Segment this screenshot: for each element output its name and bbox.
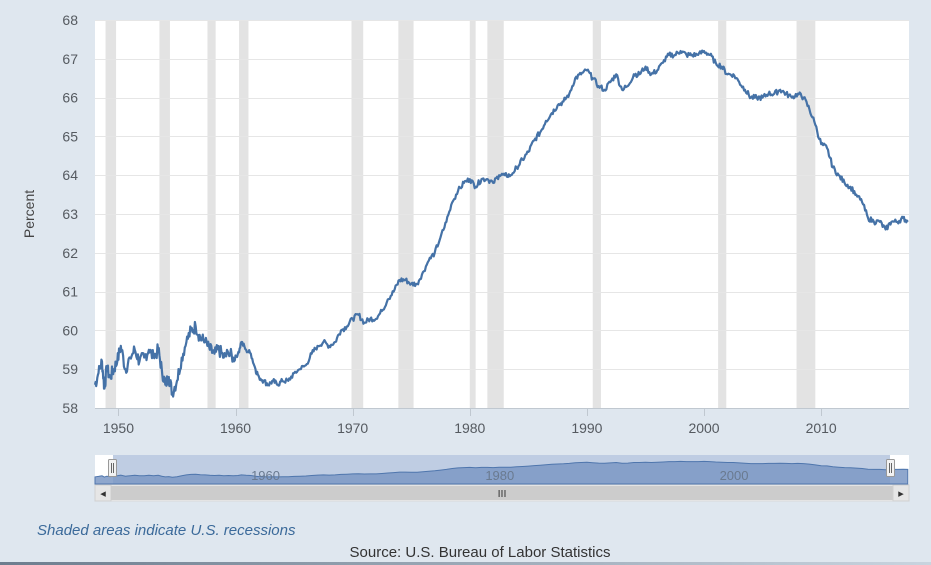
scrollbar-left-arrow-icon: ◂ (100, 487, 106, 500)
y-axis-label: Percent (21, 190, 37, 238)
scrollbar-right-arrow-icon: ▸ (898, 487, 904, 500)
y-tick-label: 66 (62, 90, 78, 106)
source-text: Source: U.S. Bureau of Labor Statistics (349, 544, 611, 561)
y-axis-ticks: 58 59 60 61 62 63 64 65 66 67 68 (62, 12, 78, 416)
x-tick-label: 1990 (571, 420, 602, 436)
series-line (93, 49, 909, 398)
x-tick-label: 1960 (220, 420, 251, 436)
navigator-label: 2000 (720, 468, 749, 483)
gridlines (95, 20, 909, 370)
y-tick-label: 62 (62, 245, 78, 261)
x-tick-label: 2010 (806, 420, 837, 436)
navigator[interactable]: 1960 1980 2000 (94, 455, 909, 485)
scrollbar[interactable]: ◂ III ▸ (94, 484, 910, 502)
y-tick-label: 64 (62, 167, 78, 183)
x-tick-label: 2000 (688, 420, 719, 436)
chart-container: 58 59 60 61 62 63 64 65 66 67 68 1950 1960 1970 1980 1… (21, 12, 910, 502)
y-tick-label: 61 (62, 284, 78, 300)
y-tick-label: 68 (62, 12, 78, 28)
y-tick-label: 58 (62, 400, 78, 416)
y-tick-label: 60 (62, 322, 78, 338)
navigator-label: 1980 (485, 468, 514, 483)
x-tick-label: 1980 (454, 420, 485, 436)
navigator-labels: 1960 1980 2000 (251, 468, 748, 483)
x-axis-ticks: 1950 1960 1970 1980 1990 2000 2010 (103, 408, 837, 436)
y-tick-label: 67 (62, 51, 78, 67)
x-tick-label: 1950 (103, 420, 134, 436)
y-tick-label: 63 (62, 206, 78, 222)
navigator-series (94, 460, 909, 485)
scrollbar-grip: III (498, 489, 507, 500)
navigator-label: 1960 (251, 468, 280, 483)
navigator-left-handle[interactable] (108, 459, 117, 477)
scrollbar-right-button[interactable] (892, 484, 910, 502)
recession-note: Shaded areas indicate U.S. recessions (37, 522, 296, 539)
bottom-edge (0, 562, 931, 565)
y-tick-label: 65 (62, 128, 78, 144)
y-tick-label: 59 (62, 361, 78, 377)
scrollbar-thumb[interactable] (111, 486, 893, 500)
x-tick-label: 1970 (337, 420, 368, 436)
navigator-right-handle[interactable] (886, 459, 895, 477)
